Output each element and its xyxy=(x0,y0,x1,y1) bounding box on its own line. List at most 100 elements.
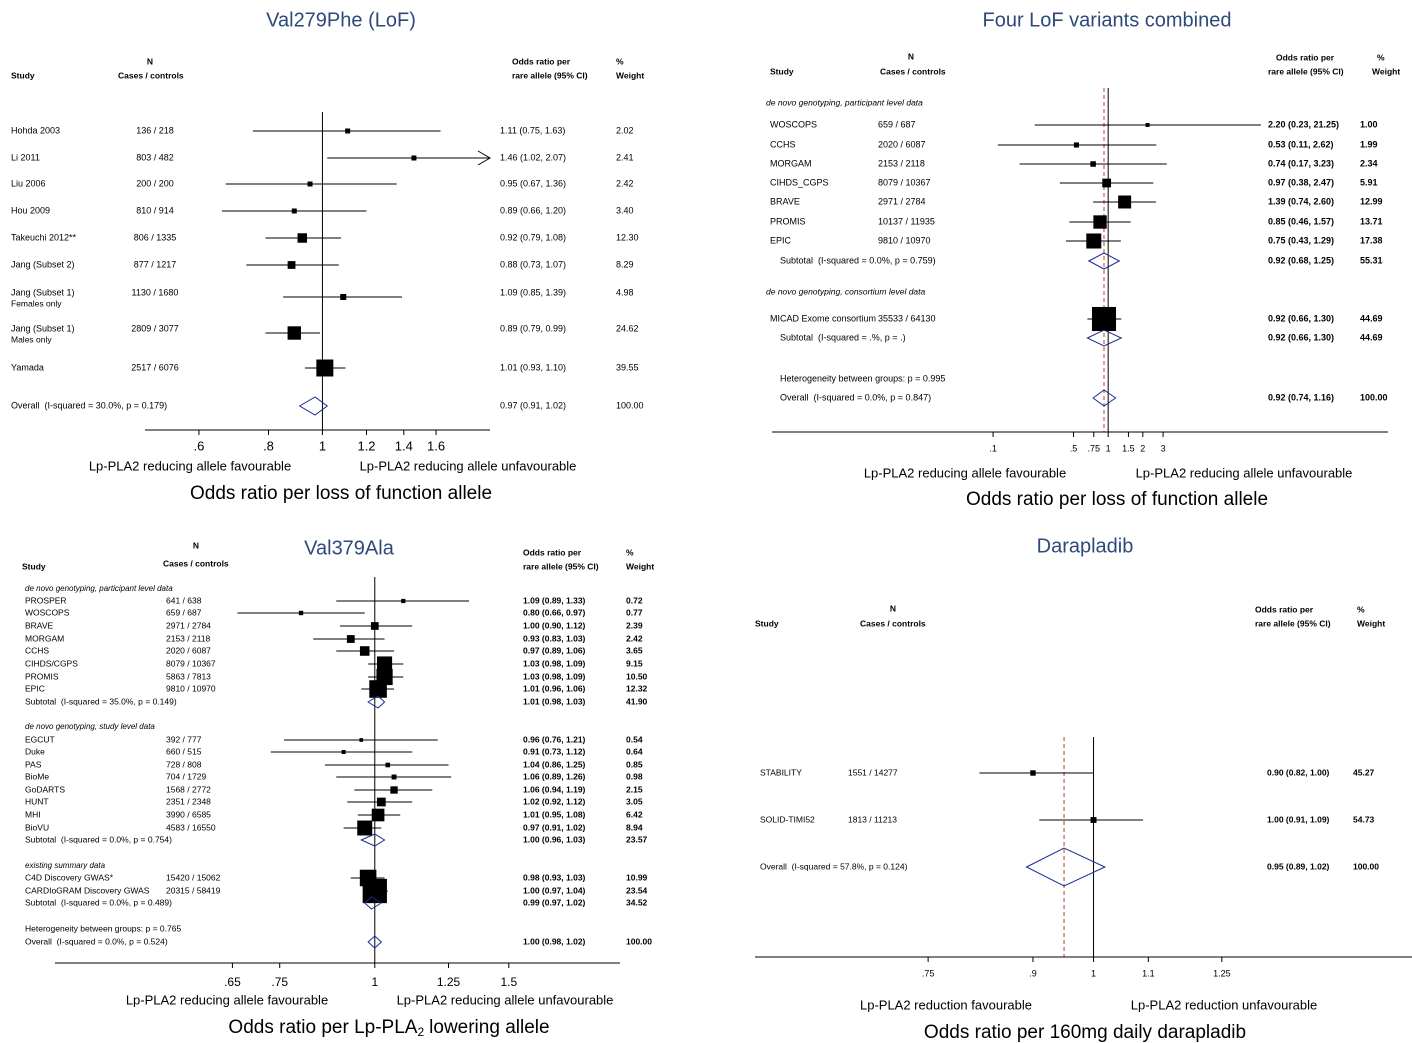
estimate-label: 0.97 (0.91, 1.02) xyxy=(500,400,566,410)
estimate-label: 1.00 (0.96, 1.03) xyxy=(523,834,586,844)
weight-label: 10.50 xyxy=(626,671,648,681)
estimate-label: 0.74 (0.17, 3.23) xyxy=(1268,158,1334,168)
cases-controls: 2971 / 2784 xyxy=(166,620,211,630)
study-label: Subtotal (I-squared = 0.0%, p = 0.759) xyxy=(780,255,936,265)
estimate-label: 0.93 (0.83, 1.03) xyxy=(523,633,586,643)
estimate-label: 0.92 (0.66, 1.30) xyxy=(1268,332,1334,342)
study-square xyxy=(341,750,346,754)
cases-controls: 1813 / 11213 xyxy=(848,814,897,824)
column-header: Odds ratio per xyxy=(1276,52,1335,62)
estimate-label: 0.89 (0.79, 0.99) xyxy=(500,323,566,333)
weight-label: 0.85 xyxy=(626,759,643,769)
study-label: Hohda 2003 xyxy=(11,125,60,135)
estimate-label: 1.02 (0.92, 1.12) xyxy=(523,796,586,806)
study-square xyxy=(401,598,406,604)
estimate-label: 0.97 (0.38, 2.47) xyxy=(1268,177,1334,187)
cases-controls: 2153 / 2118 xyxy=(878,158,925,168)
study-label: BioMe xyxy=(25,771,49,781)
column-header: Cases / controls xyxy=(880,66,946,76)
cases-controls: 10137 / 11935 xyxy=(878,216,935,226)
x-tick-label: 1.5 xyxy=(1122,443,1135,453)
weight-label: 45.27 xyxy=(1353,767,1375,777)
weight-label: 41.90 xyxy=(626,696,648,706)
study-label: PROSPER xyxy=(25,595,67,605)
group-label: de novo genotyping, participant level da… xyxy=(766,97,923,107)
weight-label: 2.15 xyxy=(626,784,643,794)
column-header: rare allele (95% CI) xyxy=(1268,66,1344,76)
weight-label: 0.77 xyxy=(626,607,643,617)
estimate-label: 1.06 (0.89, 1.26) xyxy=(523,771,586,781)
estimate-label: 0.97 (0.89, 1.06) xyxy=(523,645,586,655)
estimate-label: 0.53 (0.11, 2.62) xyxy=(1268,139,1334,149)
weight-label: 2.42 xyxy=(626,633,643,643)
estimate-label: 0.85 (0.46, 1.57) xyxy=(1268,216,1334,226)
study-square xyxy=(345,128,351,134)
study-label: WOSCOPS xyxy=(770,119,817,129)
weight-label: 100.00 xyxy=(626,936,652,946)
study-label: CARDIoGRAM Discovery GWAS xyxy=(25,885,150,895)
study-square xyxy=(371,808,385,822)
pooled-diamond xyxy=(298,396,329,416)
column-header: Cases / controls xyxy=(118,70,184,80)
study-square xyxy=(1030,770,1036,776)
estimate-label: 1.01 (0.98, 1.03) xyxy=(523,696,586,706)
estimate-label: 1.01 (0.96, 1.06) xyxy=(523,683,586,693)
weight-label: 44.69 xyxy=(1360,332,1383,342)
cases-controls: 2351 / 2348 xyxy=(166,796,211,806)
cases-controls: 659 / 687 xyxy=(878,119,916,129)
estimate-label: 1.46 (1.02, 2.07) xyxy=(500,152,566,162)
study-label: Li 2011 xyxy=(11,152,40,162)
study-square xyxy=(287,261,296,269)
study-label: Jang (Subset 1) xyxy=(11,287,75,297)
study-square xyxy=(411,155,417,161)
cases-controls: 2020 / 6087 xyxy=(166,645,211,655)
weight-label: 0.72 xyxy=(626,595,643,605)
study-label: PAS xyxy=(25,759,42,769)
estimate-label: 1.03 (0.98, 1.09) xyxy=(523,671,586,681)
cases-controls: 728 / 808 xyxy=(166,759,202,769)
cases-controls: 1551 / 14277 xyxy=(848,767,898,777)
cases-controls: 641 / 638 xyxy=(166,595,202,605)
study-label: Overall (I-squared = 57.8%, p = 0.124) xyxy=(760,861,908,871)
cases-controls: 4583 / 16550 xyxy=(166,822,216,832)
cases-controls: 35533 / 64130 xyxy=(878,313,936,323)
x-tick-label: 1 xyxy=(1106,443,1111,453)
column-header: N xyxy=(890,603,896,613)
weight-label: 3.65 xyxy=(626,645,643,655)
pooled-diamond xyxy=(1025,847,1107,887)
study-square xyxy=(307,181,313,187)
x-tick-label: .8 xyxy=(263,438,274,453)
x-axis-title-part: 2 xyxy=(417,1025,424,1039)
study-square xyxy=(297,233,308,243)
estimate-label: 0.92 (0.79, 1.08) xyxy=(500,232,566,242)
weight-label: 10.99 xyxy=(626,872,648,882)
weight-label: 12.99 xyxy=(1360,196,1383,206)
weight-label: 2.39 xyxy=(626,620,643,630)
study-square xyxy=(376,656,393,672)
study-label: STABILITY xyxy=(760,767,802,777)
chart-title: Val279Phe (LoF) xyxy=(266,9,416,31)
x-tick-label: 1 xyxy=(319,438,326,453)
estimate-label: 0.95 (0.89, 1.02) xyxy=(1267,861,1330,871)
group-label: de novo genotyping, consortium level dat… xyxy=(766,286,926,296)
x-tick-label: .1 xyxy=(989,443,997,453)
estimate-label: 1.03 (0.98, 1.09) xyxy=(523,658,586,668)
cases-controls: 704 / 1729 xyxy=(166,771,206,781)
pooled-diamond xyxy=(1092,389,1117,407)
pooled-diamond xyxy=(363,896,383,910)
estimate-label: 0.92 (0.74, 1.16) xyxy=(1268,392,1334,402)
study-square xyxy=(1091,306,1117,332)
weight-label: 100.00 xyxy=(616,400,644,410)
column-header: N xyxy=(908,51,914,61)
cases-controls: 660 / 515 xyxy=(166,746,202,756)
estimate-label: 0.91 (0.73, 1.12) xyxy=(523,746,586,756)
estimate-label: 1.09 (0.89, 1.33) xyxy=(523,595,586,605)
x-tick-label: 1.6 xyxy=(427,438,445,453)
weight-label: 2.02 xyxy=(616,125,634,135)
ci-arrow xyxy=(477,150,491,166)
chart-title: Val379Ala xyxy=(304,537,395,559)
study-square xyxy=(1102,178,1112,188)
column-header: % xyxy=(616,56,624,66)
column-header: Study xyxy=(755,618,779,628)
weight-label: 100.00 xyxy=(1353,861,1379,871)
